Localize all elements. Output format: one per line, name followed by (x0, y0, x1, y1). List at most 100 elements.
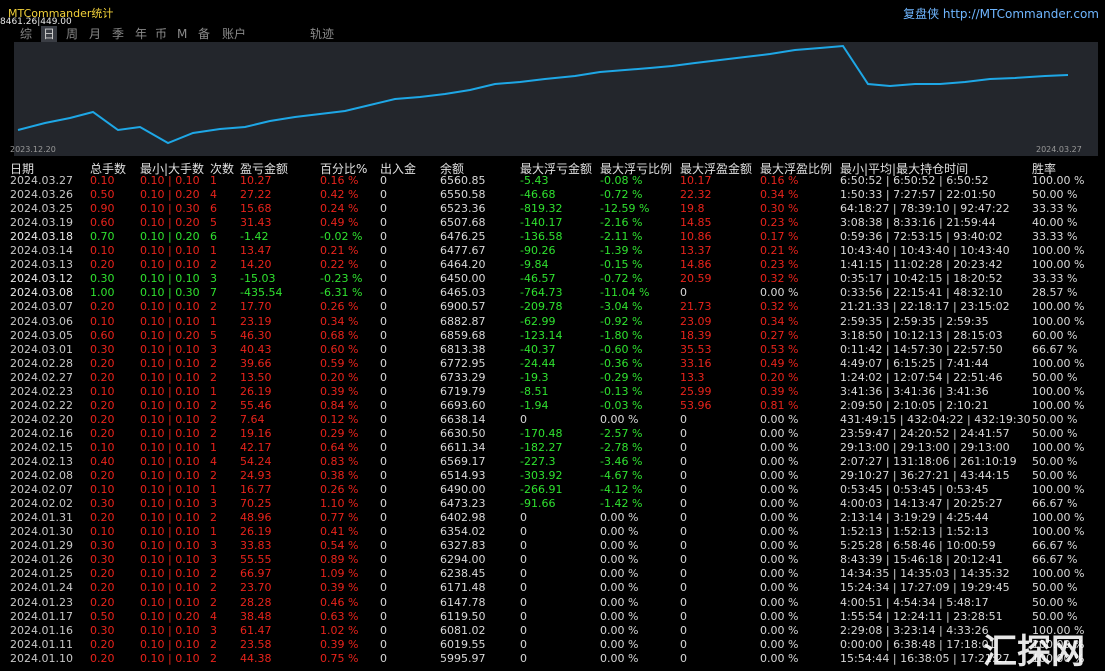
table-cell: 13.50 (240, 370, 272, 384)
table-cell: -140.17 (520, 216, 563, 230)
column-header: 最大浮盈比例 (760, 162, 833, 176)
table-cell: 0.30 (90, 497, 115, 511)
table-cell: 0.10 | 0.10 (140, 384, 200, 398)
table-cell: 0.00 % (760, 651, 799, 665)
table-cell: 0.00 % (600, 581, 639, 595)
chart-start-date: 2023.12.20 (10, 145, 56, 154)
tab[interactable]: 账户 (222, 27, 247, 41)
table-cell: -0.23 % (320, 272, 363, 286)
table-cell: -1.94 (520, 398, 549, 412)
table-cell: 3 (210, 623, 217, 637)
table-cell: 33.16 (680, 356, 712, 370)
table-cell: 100.00 % (1032, 567, 1085, 581)
table-cell: -3.46 % (600, 455, 643, 468)
site-link[interactable]: 复盘侠 http://MTCommander.com (903, 7, 1099, 21)
table-cell: 0 (380, 440, 387, 454)
table-cell: 0 (680, 412, 687, 426)
table-cell: 0 (380, 342, 387, 356)
table-cell: 2024.03.19 (10, 216, 73, 230)
table-cell: 38.48 (240, 609, 272, 623)
tab[interactable]: M (177, 27, 188, 41)
table-cell: 0.54 % (320, 539, 359, 553)
table-cell: 0.84 % (320, 398, 359, 412)
table-cell: 2024.02.28 (10, 356, 73, 370)
table-cell: -0.29 % (600, 370, 643, 384)
table-cell: 0 (380, 637, 387, 651)
table-cell: 8:43:39 | 15:46:18 | 20:12:41 (840, 553, 1003, 567)
table-cell: -0.36 % (600, 356, 643, 370)
table-cell: 0.34 % (760, 188, 799, 202)
table-cell: 0 (380, 202, 387, 216)
table-cell: 50.00 % (1032, 426, 1078, 440)
table-cell: 0.10 | 0.10 (140, 342, 200, 356)
tab[interactable]: 综 (20, 27, 33, 41)
table-cell: -0.15 % (600, 258, 643, 272)
table-cell: -123.14 (520, 328, 563, 342)
column-header: 百分比% (320, 162, 368, 176)
table-cell: 0.10 (90, 525, 115, 539)
table-cell: 2 (210, 581, 217, 595)
table-cell: 0.20 (90, 258, 115, 272)
table-cell: 0.30 (90, 272, 115, 286)
table-cell: 0.10 | 0.10 (140, 595, 200, 609)
column-header: 次数 (210, 162, 235, 176)
tab[interactable]: 季 (112, 27, 125, 41)
table-cell: 100.00 % (1032, 398, 1085, 412)
table-cell: 0.00 % (760, 539, 799, 553)
tab[interactable]: 年 (135, 27, 148, 41)
table-cell: 40.43 (240, 342, 272, 356)
table-cell: 0.68 % (320, 328, 359, 342)
table-cell: 13.47 (240, 244, 272, 258)
table-cell: 31.43 (240, 216, 272, 230)
table-cell: 2024.01.11 (10, 637, 73, 651)
table-cell: -12.59 % (600, 202, 650, 216)
table-cell: -5.43 (520, 174, 549, 187)
column-header: 最大浮亏金额 (520, 162, 593, 176)
table-cell: 42.17 (240, 440, 272, 454)
table-cell: 0.10 | 0.30 (140, 286, 200, 300)
tab[interactable]: 月 (89, 27, 102, 41)
table-cell: 0.00 % (760, 581, 799, 595)
table-cell: 6859.68 (440, 328, 486, 342)
table-cell: 0.32 % (760, 272, 799, 286)
table-cell: 0 (380, 651, 387, 665)
table-cell: 0.00 % (600, 623, 639, 637)
table-cell: 61.47 (240, 623, 272, 637)
table-cell: 0.00 % (760, 440, 799, 454)
table-cell: 6638.14 (440, 412, 486, 426)
table-cell: 0 (380, 567, 387, 581)
table-cell: 0.42 % (320, 188, 359, 202)
table-cell: 0.00 % (600, 553, 639, 567)
table-cell: 6327.83 (440, 539, 486, 553)
tab[interactable]: 日 (41, 26, 58, 42)
table-cell: 0 (380, 300, 387, 314)
table-cell: 1.00 (90, 286, 115, 300)
column-header: 余额 (440, 162, 465, 176)
table-cell: 4 (210, 188, 217, 202)
table-cell: 0 (380, 511, 387, 525)
column-header: 最小|大手数 (140, 162, 205, 176)
table-cell: 2 (210, 412, 217, 426)
table-cell: 0.10 (90, 384, 115, 398)
table-cell: 2 (210, 300, 217, 314)
table-cell: 6693.60 (440, 398, 486, 412)
table-cell: 0.10 | 0.20 (140, 328, 200, 342)
table-cell: 0.20 (90, 412, 115, 426)
table-cell: 0 (520, 651, 527, 665)
table-cell: 35.53 (680, 342, 712, 356)
table-cell: 33.33 % (1032, 230, 1078, 244)
tab[interactable]: 轨迹 (310, 27, 335, 41)
table-cell: -303.92 (520, 469, 563, 483)
table-cell: 0.20 (90, 581, 115, 595)
table-cell: 1 (210, 525, 217, 539)
tab[interactable]: 币 (155, 27, 168, 41)
table-cell: 6147.78 (440, 595, 486, 609)
table-cell: 6464.20 (440, 258, 486, 272)
table-cell: 6560.85 (440, 174, 486, 187)
table-cell: -0.02 % (320, 230, 363, 244)
tab[interactable]: 备 (198, 27, 211, 41)
table-cell: 6490.00 (440, 483, 486, 497)
tab[interactable]: 周 (66, 27, 79, 41)
table-cell: 0.10 | 0.10 (140, 314, 200, 328)
table-cell: 2024.03.13 (10, 258, 73, 272)
